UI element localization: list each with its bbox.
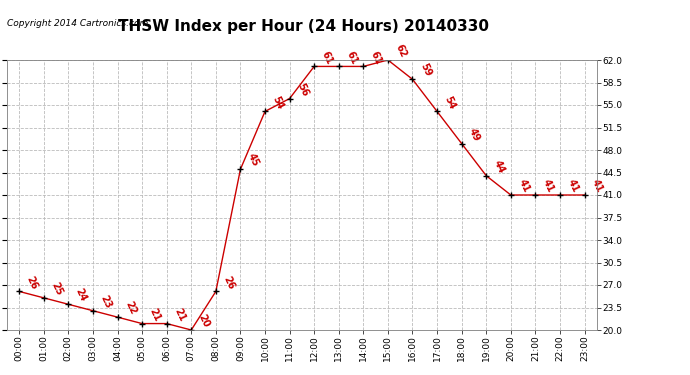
Text: 45: 45 bbox=[246, 152, 261, 168]
Text: 61: 61 bbox=[369, 49, 384, 66]
Text: 26: 26 bbox=[25, 274, 39, 291]
Text: 49: 49 bbox=[467, 126, 482, 143]
Text: 21: 21 bbox=[148, 306, 162, 323]
Text: 44: 44 bbox=[492, 159, 506, 175]
Text: 61: 61 bbox=[344, 49, 359, 66]
Text: 61: 61 bbox=[319, 49, 335, 66]
Text: 23: 23 bbox=[99, 294, 113, 310]
Text: 56: 56 bbox=[295, 81, 310, 98]
Text: 41: 41 bbox=[566, 178, 580, 194]
Text: 20: 20 bbox=[197, 313, 212, 329]
Text: 54: 54 bbox=[442, 94, 457, 111]
Text: 22: 22 bbox=[123, 300, 138, 316]
Text: 41: 41 bbox=[516, 178, 531, 194]
Text: 54: 54 bbox=[270, 94, 286, 111]
Text: 24: 24 bbox=[74, 287, 89, 303]
Text: THSW  (°F): THSW (°F) bbox=[609, 31, 664, 40]
Text: 41: 41 bbox=[541, 178, 555, 194]
Text: 62: 62 bbox=[393, 43, 408, 59]
Text: 26: 26 bbox=[221, 274, 236, 291]
Text: 41: 41 bbox=[590, 178, 605, 194]
Text: 21: 21 bbox=[172, 306, 187, 323]
Text: THSW Index per Hour (24 Hours) 20140330: THSW Index per Hour (24 Hours) 20140330 bbox=[118, 19, 489, 34]
Text: 25: 25 bbox=[49, 280, 64, 297]
Text: Copyright 2014 Cartronics.com: Copyright 2014 Cartronics.com bbox=[7, 19, 148, 28]
Text: 59: 59 bbox=[418, 62, 433, 78]
